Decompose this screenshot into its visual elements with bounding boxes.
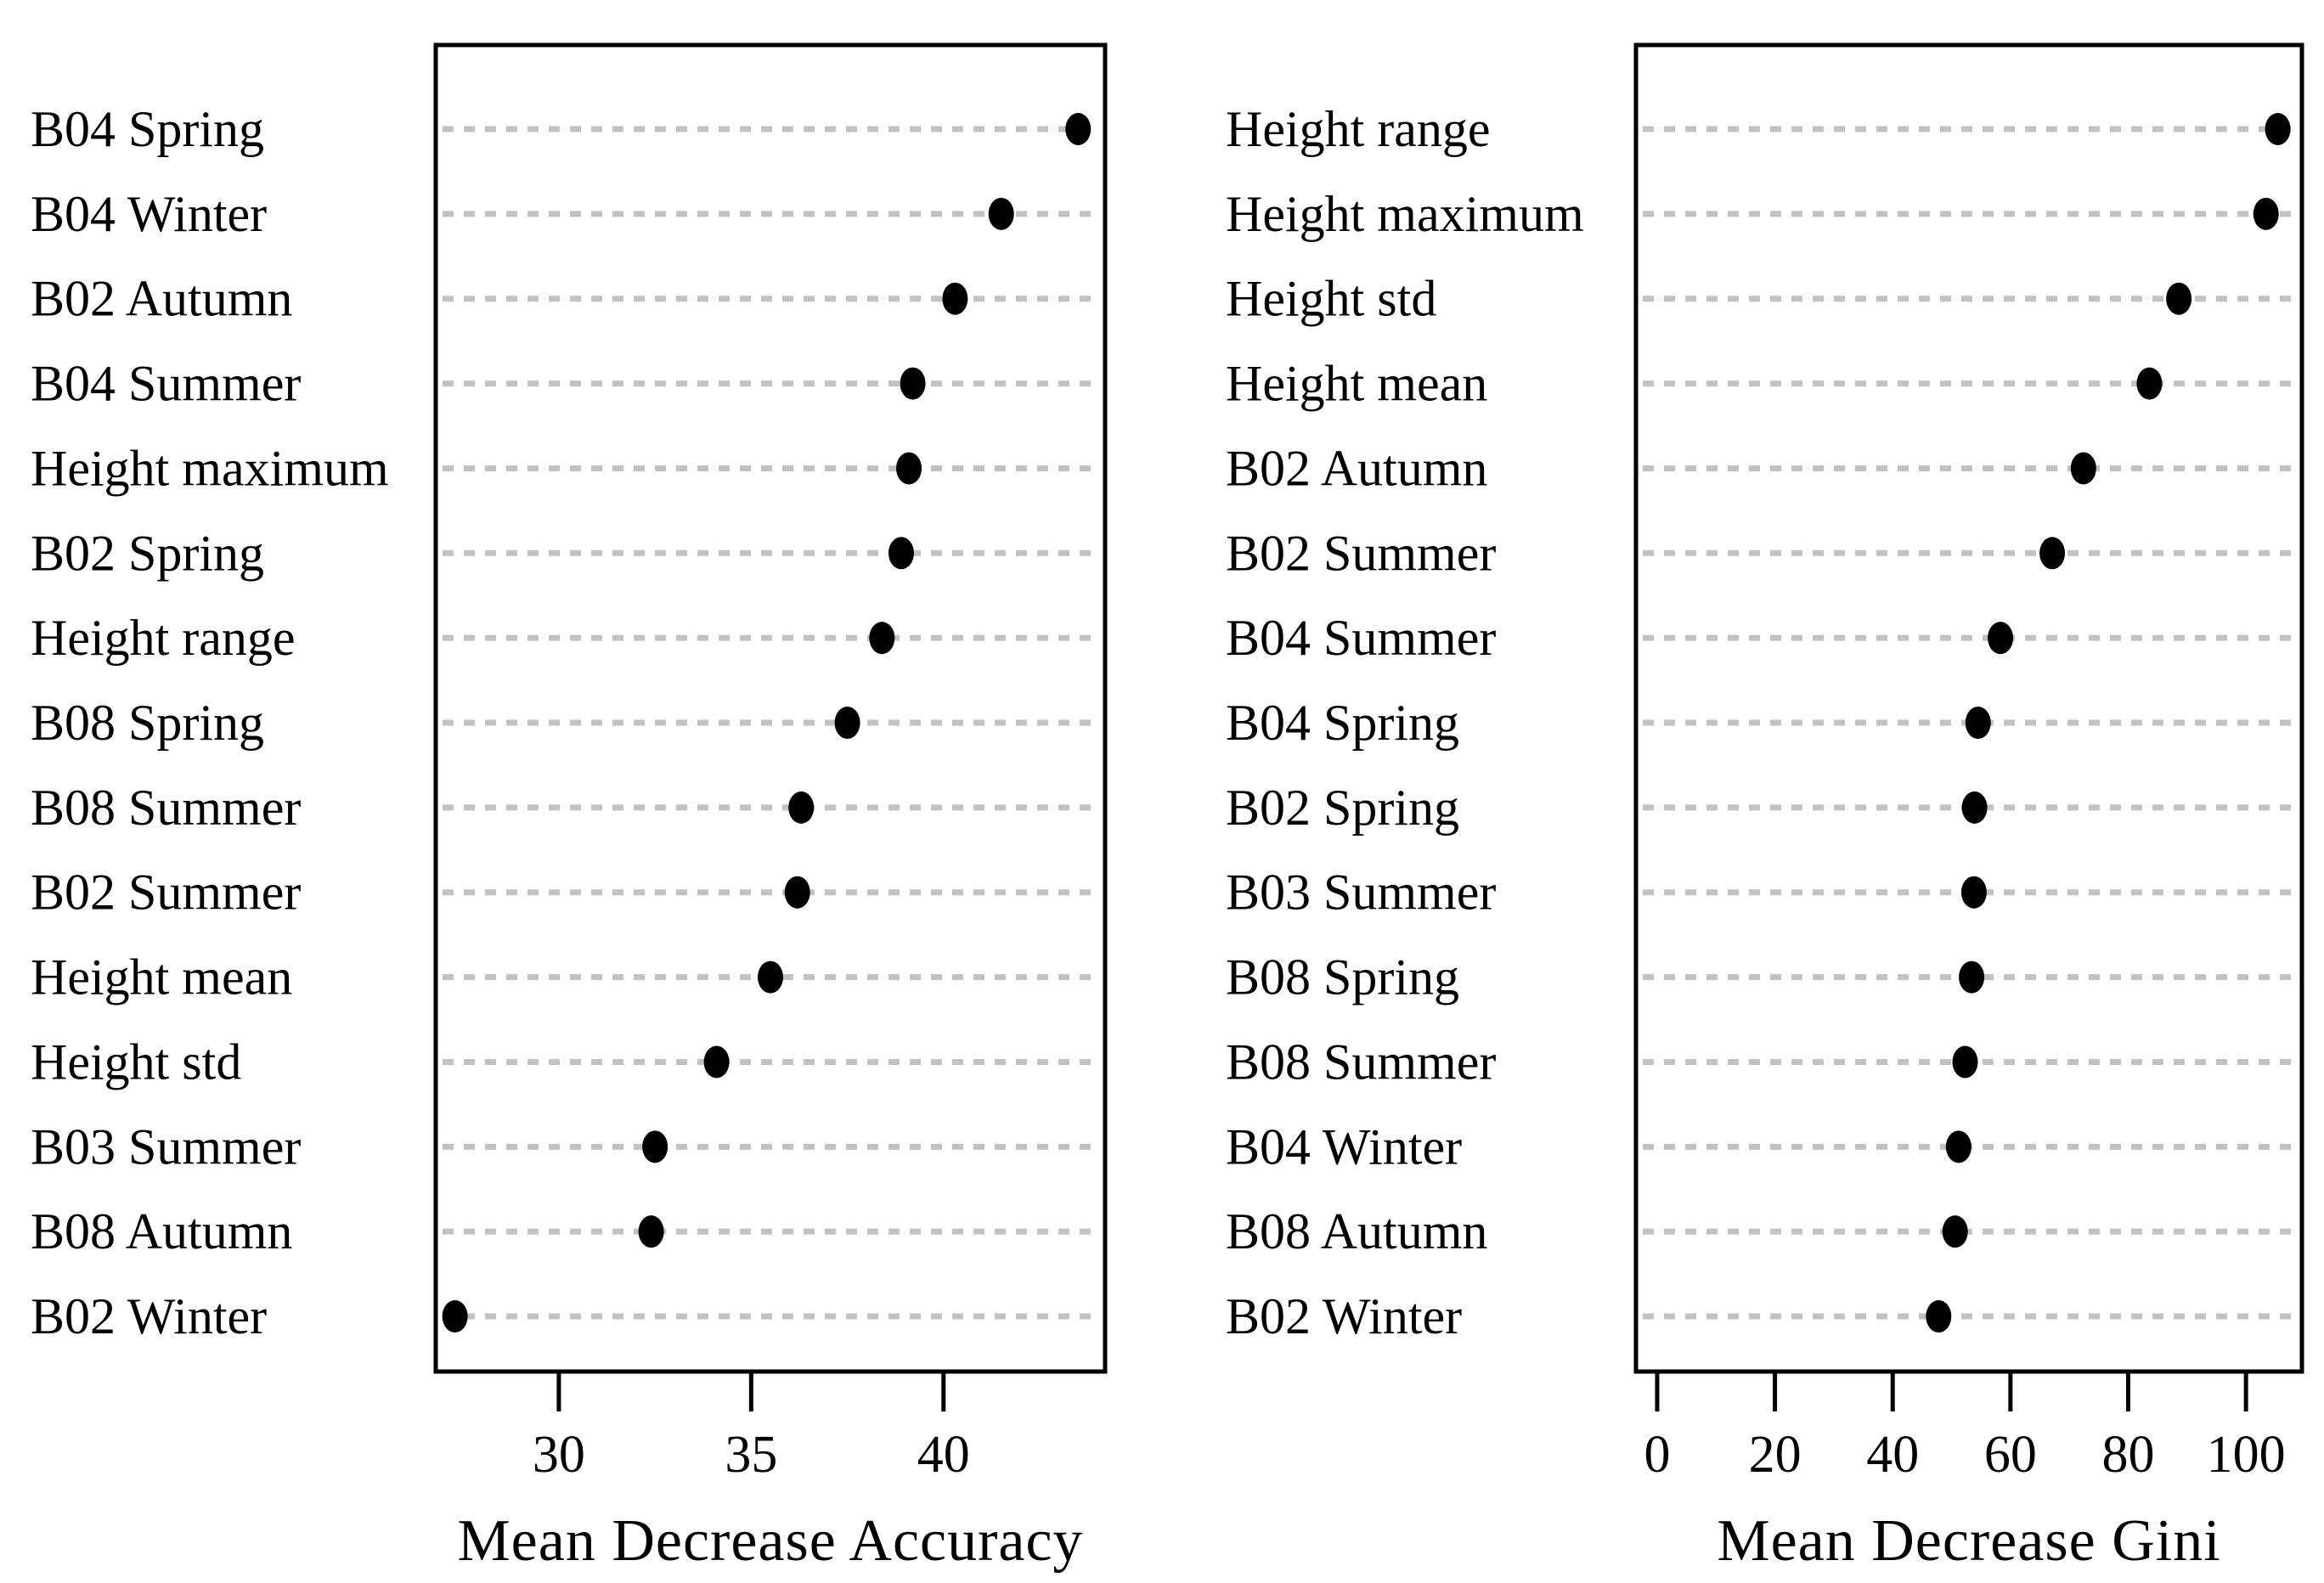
- category-label: Height maximum: [1226, 186, 1584, 242]
- data-point-dot: [2253, 197, 2279, 230]
- category-label: B08 Autumn: [1226, 1203, 1487, 1259]
- x-axis-title-gini: Mean Decrease Gini: [1717, 1508, 2221, 1574]
- data-point-dot: [1942, 1215, 1968, 1248]
- category-label: Height mean: [1226, 356, 1487, 412]
- data-point-dot: [1961, 791, 1988, 824]
- data-point-dot: [900, 367, 926, 400]
- data-point-dot: [834, 707, 860, 740]
- x-axis-tick-label: 40: [1866, 1426, 1919, 1484]
- category-label: B02 Summer: [31, 865, 301, 921]
- x-axis-tick-label: 80: [2102, 1426, 2155, 1484]
- x-axis-tick-label: 20: [1749, 1426, 1802, 1484]
- category-label: B08 Autumn: [31, 1203, 292, 1259]
- data-point-dot: [869, 622, 895, 655]
- x-axis-tick-label: 35: [725, 1426, 777, 1484]
- data-point-dot: [2070, 452, 2096, 485]
- category-label: B08 Spring: [1226, 949, 1459, 1006]
- data-point-dot: [2039, 537, 2066, 570]
- data-point-dot: [888, 537, 914, 570]
- category-label: B03 Summer: [31, 1118, 301, 1175]
- category-label: B08 Summer: [1226, 1034, 1496, 1090]
- plot-box-border: [1633, 42, 2304, 1374]
- x-axis-tick-label: 100: [2207, 1426, 2286, 1484]
- data-point-dot: [442, 1300, 468, 1333]
- category-label: Height maximum: [31, 440, 389, 496]
- category-label: Height std: [1226, 271, 1436, 327]
- category-label: B08 Summer: [31, 780, 301, 836]
- data-point-dot: [788, 791, 815, 824]
- category-label: B02 Spring: [1226, 780, 1459, 836]
- data-point-dot: [2166, 282, 2192, 315]
- category-label: Height range: [31, 610, 296, 666]
- data-point-dot: [784, 876, 810, 909]
- category-label: B04 Summer: [1226, 610, 1496, 666]
- data-point-dot: [758, 961, 783, 994]
- category-label: B04 Spring: [1226, 695, 1459, 751]
- category-label: B02 Winter: [31, 1288, 267, 1344]
- category-label: B02 Autumn: [31, 271, 292, 327]
- category-label: B04 Winter: [31, 186, 267, 242]
- category-label: B03 Summer: [1226, 865, 1496, 921]
- data-point-dot: [1988, 622, 2014, 655]
- data-point-dot: [1965, 707, 1991, 740]
- category-label: B02 Summer: [1226, 525, 1496, 581]
- category-label: B02 Spring: [31, 525, 264, 581]
- data-point-dot: [2136, 367, 2163, 400]
- data-point-dot: [638, 1215, 664, 1248]
- data-point-dot: [988, 197, 1014, 230]
- data-point-dot: [1959, 961, 1985, 994]
- data-point-dot: [942, 282, 968, 315]
- data-point-dot: [1926, 1300, 1952, 1333]
- data-point-dot: [703, 1045, 730, 1079]
- category-label: B08 Spring: [31, 695, 264, 751]
- data-point-dot: [1960, 876, 1987, 909]
- category-label: B02 Winter: [1226, 1288, 1462, 1344]
- x-axis-title-accuracy: Mean Decrease Accuracy: [457, 1508, 1084, 1574]
- category-label: Height range: [1226, 101, 1491, 157]
- data-point-dot: [1952, 1045, 1978, 1079]
- category-label: B04 Summer: [31, 356, 301, 412]
- data-point-dot: [1945, 1130, 1971, 1163]
- data-point-dot: [896, 452, 922, 485]
- x-axis-tick-label: 0: [1644, 1426, 1670, 1484]
- category-label: B04 Winter: [1226, 1118, 1462, 1175]
- x-axis-tick-label: 40: [917, 1426, 970, 1484]
- x-axis-tick-label: 60: [1984, 1426, 2037, 1484]
- category-label: Height std: [31, 1034, 241, 1090]
- x-axis-tick-label: 30: [533, 1426, 585, 1484]
- data-point-dot: [642, 1130, 668, 1163]
- category-label: B04 Spring: [31, 101, 264, 157]
- category-label: Height mean: [31, 949, 292, 1006]
- plot-box-border: [433, 42, 1108, 1374]
- data-point-dot: [2265, 113, 2291, 145]
- category-label: B02 Autumn: [1226, 440, 1487, 496]
- data-point-dot: [1065, 113, 1091, 145]
